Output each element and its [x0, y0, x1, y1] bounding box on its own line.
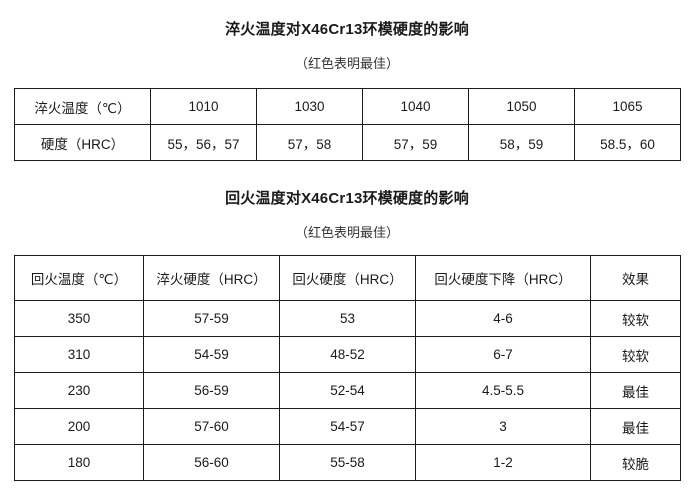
table-cell: 1-2: [415, 444, 591, 481]
tempering-title: 回火温度对X46Cr13环模硬度的影响: [225, 190, 469, 207]
table-cell: 56-60: [143, 444, 280, 481]
tempering-temperature-table: 回火温度（℃） 淬火硬度（HRC） 回火硬度（HRC） 回火硬度下降（HRC） …: [14, 255, 681, 481]
tempering-table-container: 回火温度（℃） 淬火硬度（HRC） 回火硬度（HRC） 回火硬度下降（HRC） …: [14, 255, 681, 481]
table-cell-highlighted: 52-54: [279, 372, 416, 409]
table-cell: 1040: [362, 88, 469, 125]
table-cell: 较软: [590, 336, 681, 373]
table-cell-highlighted: 56-59: [143, 372, 280, 409]
table-cell: 1030: [256, 88, 363, 125]
table-cell: 58.5，60: [574, 124, 681, 161]
table-cell: 350: [14, 300, 144, 337]
table-cell: 310: [14, 336, 144, 373]
column-header: 回火温度（℃）: [14, 255, 144, 301]
column-header: 效果: [590, 255, 681, 301]
hardening-temperature-table: 淬火温度（℃） 1010 1030 1040 1050 1065 硬度（HRC）…: [14, 88, 681, 161]
table-cell: 48-52: [279, 336, 416, 373]
column-header: 回火硬度（HRC）: [279, 255, 416, 301]
table-cell-highlighted: 54-57: [279, 408, 416, 445]
table-cell-highlighted: 200: [14, 408, 144, 445]
table-cell: 53: [279, 300, 416, 337]
table-cell: 1065: [574, 88, 681, 125]
column-header: 回火硬度下降（HRC）: [415, 255, 591, 301]
tempering-section-heading: 回火温度对X46Cr13环模硬度的影响 （红色表明最佳）: [0, 187, 694, 241]
row-label-hardening-temperature: 淬火温度（℃）: [14, 88, 151, 125]
table-row: 淬火温度（℃） 1010 1030 1040 1050 1065: [14, 88, 681, 125]
table-cell-highlighted: 1050: [468, 88, 575, 125]
table-cell: 57-59: [143, 300, 280, 337]
table-row-highlighted: 230 56-59 52-54 4.5-5.5 最佳: [14, 372, 681, 409]
table-cell: 4-6: [415, 300, 591, 337]
hardening-subtitle: （红色表明最佳）: [294, 56, 399, 71]
table-cell: 6-7: [415, 336, 591, 373]
table-row: 硬度（HRC） 55，56，57 57，58 57，59 58，59 58.5，…: [14, 124, 681, 161]
tempering-subtitle: （红色表明最佳）: [294, 225, 399, 240]
table-cell-highlighted: 58，59: [468, 124, 575, 161]
row-label-hardness: 硬度（HRC）: [14, 124, 151, 161]
table-cell: 1010: [150, 88, 257, 125]
table-cell: 57，59: [362, 124, 469, 161]
table-cell-highlighted: 3: [415, 408, 591, 445]
table-cell-highlighted: 最佳: [590, 372, 681, 409]
table-row: 310 54-59 48-52 6-7 较软: [14, 336, 681, 373]
table-cell: 54-59: [143, 336, 280, 373]
table-cell: 较软: [590, 300, 681, 337]
table-cell-highlighted: 57-60: [143, 408, 280, 445]
table-header-row: 回火温度（℃） 淬火硬度（HRC） 回火硬度（HRC） 回火硬度下降（HRC） …: [14, 255, 681, 301]
table-row-highlighted: 200 57-60 54-57 3 最佳: [14, 408, 681, 445]
table-cell-highlighted: 4.5-5.5: [415, 372, 591, 409]
table-cell: 55，56，57: [150, 124, 257, 161]
table-cell: 较脆: [590, 444, 681, 481]
hardening-title: 淬火温度对X46Cr13环模硬度的影响: [225, 21, 469, 38]
table-cell: 55-58: [279, 444, 416, 481]
table-cell: 57，58: [256, 124, 363, 161]
hardening-section-heading: 淬火温度对X46Cr13环模硬度的影响 （红色表明最佳）: [0, 18, 694, 72]
column-header: 淬火硬度（HRC）: [143, 255, 280, 301]
table-cell: 180: [14, 444, 144, 481]
table-cell-highlighted: 最佳: [590, 408, 681, 445]
hardening-table-container: 淬火温度（℃） 1010 1030 1040 1050 1065 硬度（HRC）…: [14, 88, 681, 161]
table-cell-highlighted: 230: [14, 372, 144, 409]
table-row: 350 57-59 53 4-6 较软: [14, 300, 681, 337]
table-row: 180 56-60 55-58 1-2 较脆: [14, 444, 681, 481]
